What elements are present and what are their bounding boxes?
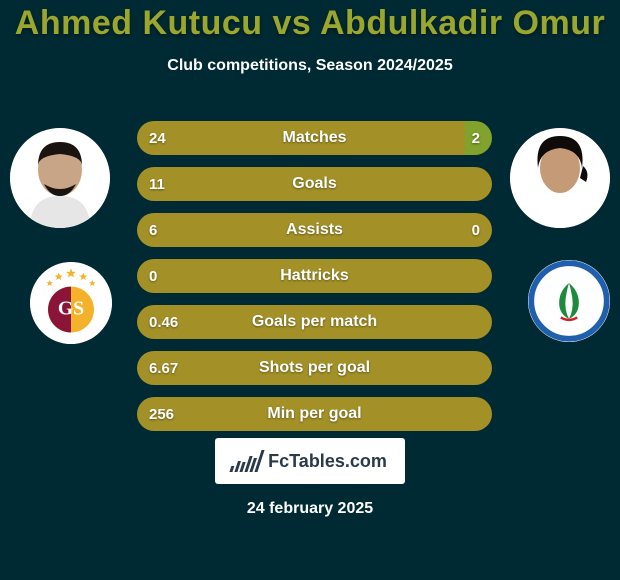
player2-avatar [510,128,610,228]
row-label: Min per goal [137,397,492,431]
row-label: Matches [137,121,492,155]
bars-icon [230,450,265,472]
value-left: 0.46 [149,305,178,339]
value-right: 2 [472,121,480,155]
row-label: Shots per goal [137,351,492,385]
value-left: 6.67 [149,351,178,385]
club1-logo-svg: GS [30,262,112,344]
page-title: Ahmed Kutucu vs Abdulkadir Omur [0,0,620,43]
row-label: Hattricks [137,259,492,293]
comparison-row: Matches24 2 [137,121,492,155]
club2-logo-svg [528,260,610,342]
footer-logo: FcTables.com [215,438,405,484]
subtitle: Club competitions, Season 2024/2025 [0,57,620,75]
comparison-row: Hattricks0 [137,259,492,293]
value-left: 11 [149,167,165,201]
comparison-row: Min per goal256 [137,397,492,431]
svg-text:GS: GS [58,297,84,319]
value-left: 6 [149,213,157,247]
row-label: Assists [137,213,492,247]
row-label: Goals [137,167,492,201]
comparison-row: Assists6 0 [137,213,492,247]
footer-logo-text: FcTables.com [268,451,387,472]
comparison-rows: Matches242Goals11Assists60Hattricks0Goal… [137,121,492,431]
club1-logo: GS [30,262,112,344]
value-left: 24 [149,121,166,155]
player2-avatar-svg [510,128,610,228]
value-left: 256 [149,397,174,431]
comparison-row: Goals per match0.46 [137,305,492,339]
player1-avatar [10,128,110,228]
row-label: Goals per match [137,305,492,339]
comparison-row: Goals11 [137,167,492,201]
club2-logo [528,260,610,342]
value-right: 0 [472,213,480,247]
comparison-row: Shots per goal6.67 [137,351,492,385]
player1-avatar-svg [10,128,110,228]
footer-date: 24 february 2025 [0,500,620,518]
value-left: 0 [149,259,157,293]
